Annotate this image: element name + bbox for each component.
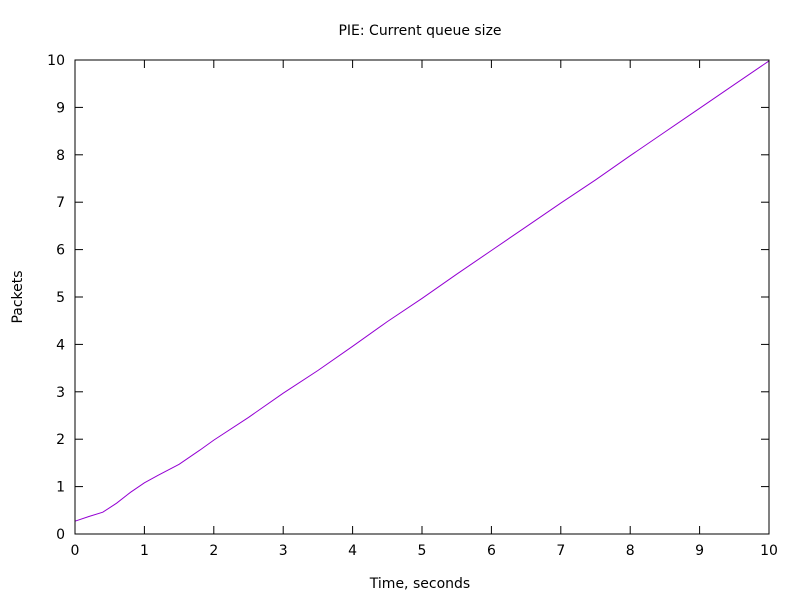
plot-frame (74, 59, 770, 535)
y-axis-label: Packets (10, 270, 26, 323)
x-tick-label: 10 (760, 543, 778, 559)
tick-group: 0 1 2 3 4 5 6 7 8 9 10 0 1 2 3 4 5 6 7 8 9 10 (47, 53, 778, 559)
y-tick-label: 3 (56, 385, 65, 401)
x-tick-label: 7 (556, 543, 565, 559)
x-tick-label: 1 (140, 543, 149, 559)
x-tick-label: 5 (418, 543, 427, 559)
x-tick-label: 3 (279, 543, 288, 559)
y-tick-label: 2 (56, 432, 65, 448)
y-tick-label: 0 (56, 527, 65, 543)
x-tick-label: 6 (487, 543, 496, 559)
chart-title: PIE: Current queue size (338, 23, 501, 39)
y-tick-label: 7 (56, 195, 65, 211)
y-tick-label: 5 (56, 290, 65, 306)
x-tick-label: 2 (209, 543, 218, 559)
x-tick-label: 4 (348, 543, 357, 559)
y-tick-label: 6 (56, 243, 65, 259)
x-tick-label: 9 (695, 543, 704, 559)
y-tick-label: 4 (56, 337, 65, 353)
y-tick-label: 8 (56, 148, 65, 164)
y-tick-label: 1 (56, 480, 65, 496)
y-tick-label: 10 (47, 53, 65, 69)
x-tick-label: 0 (71, 543, 80, 559)
y-tick-label: 9 (56, 100, 65, 116)
series-line (74, 60, 770, 522)
x-tick-label: 8 (626, 543, 635, 559)
series-group (74, 60, 770, 522)
x-axis-label: Time, seconds (369, 576, 470, 592)
